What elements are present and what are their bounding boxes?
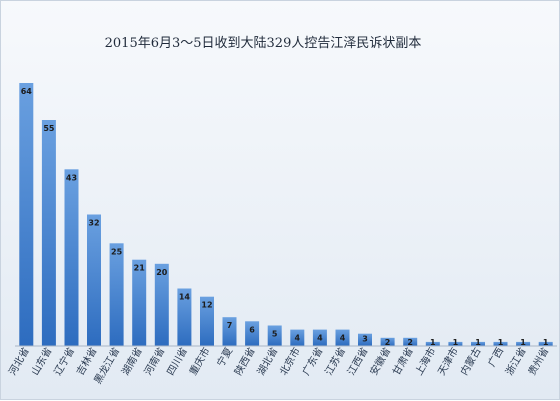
x-tick-label-7: 河南省 <box>141 345 167 377</box>
bar-16 <box>358 333 372 346</box>
bar-11 <box>245 321 260 346</box>
bar-1 <box>19 83 34 346</box>
bar-19 <box>425 341 440 346</box>
bar-23 <box>516 341 531 346</box>
bar-10 <box>222 317 237 346</box>
bar-9 <box>200 296 214 346</box>
bar-17 <box>380 337 395 346</box>
data-label-6: 21 <box>134 264 146 273</box>
bar-22 <box>493 341 508 346</box>
data-label-10: 7 <box>227 321 233 330</box>
x-tick-label-22: 广西 <box>486 346 506 369</box>
bar-8 <box>177 288 192 346</box>
x-tick-label-18: 甘肃省 <box>390 345 416 377</box>
x-tick-label-14: 广东省 <box>299 345 325 377</box>
data-label-19: 1 <box>430 338 436 347</box>
data-label-3: 43 <box>66 173 77 182</box>
data-label-16: 3 <box>362 335 368 344</box>
bar-2 <box>41 120 56 346</box>
data-label-17: 2 <box>385 338 391 347</box>
x-tick-label-19: 上海市 <box>412 345 438 377</box>
x-tick-label-16: 江西省 <box>344 345 370 377</box>
bar-4 <box>87 214 101 346</box>
x-tick-label-13: 北京市 <box>277 345 303 377</box>
bar-21 <box>471 341 485 346</box>
data-label-14: 4 <box>317 334 323 343</box>
x-tick-label-9: 重庆市 <box>186 345 212 377</box>
x-tick-label-10: 宁夏 <box>214 345 235 369</box>
data-label-11: 6 <box>249 325 255 334</box>
data-label-20: 1 <box>453 338 459 347</box>
data-label-23: 1 <box>520 338 526 347</box>
chart-title: 2015年6月3～5日收到大陆329人控告江泽民诉状副本 <box>105 35 422 51</box>
data-label-8: 14 <box>179 293 191 302</box>
data-label-18: 2 <box>407 338 413 347</box>
x-tick-label-15: 江苏省 <box>322 345 348 377</box>
x-tick-label-1: 河北省 <box>6 345 32 377</box>
bar-20 <box>448 341 463 346</box>
bar-24 <box>538 341 553 346</box>
x-tick-label-20: 天津市 <box>435 345 461 377</box>
data-label-22: 1 <box>498 338 504 347</box>
bar-14 <box>312 329 327 346</box>
data-label-9: 12 <box>201 301 212 310</box>
x-tick-label-24: 贵州省 <box>525 345 551 377</box>
bar-15 <box>335 329 350 346</box>
bar-12 <box>267 325 282 346</box>
x-tick-label-6: 湖南省 <box>119 345 145 377</box>
x-tick-label-3: 辽宁省 <box>51 345 77 377</box>
bar-7 <box>154 263 169 346</box>
x-tick-label-23: 浙江省 <box>502 345 528 377</box>
data-label-5: 25 <box>111 247 123 256</box>
x-tick-label-11: 陕西省 <box>231 345 257 377</box>
data-label-21: 1 <box>475 338 481 347</box>
x-tick-label-21: 内蒙古 <box>457 345 483 377</box>
data-label-4: 32 <box>88 219 99 228</box>
data-label-15: 4 <box>340 334 346 343</box>
bar-6 <box>132 259 147 346</box>
data-label-12: 5 <box>272 330 278 339</box>
bar-3 <box>64 169 79 346</box>
x-tick-label-8: 四川省 <box>164 345 190 377</box>
data-label-1: 64 <box>21 87 33 96</box>
bar-13 <box>290 329 305 346</box>
bars-group <box>19 83 553 346</box>
bar-18 <box>403 337 418 346</box>
data-label-2: 55 <box>43 124 55 133</box>
bar-5 <box>109 243 124 346</box>
data-label-7: 20 <box>156 268 168 277</box>
x-tick-label-2: 山东省 <box>28 345 54 377</box>
data-label-13: 4 <box>295 334 301 343</box>
x-tick-label-17: 安徽省 <box>367 345 393 377</box>
x-tick-label-12: 湖北省 <box>254 345 280 377</box>
data-label-24: 1 <box>543 338 549 347</box>
x-tick-label-4: 吉林省 <box>73 345 99 377</box>
